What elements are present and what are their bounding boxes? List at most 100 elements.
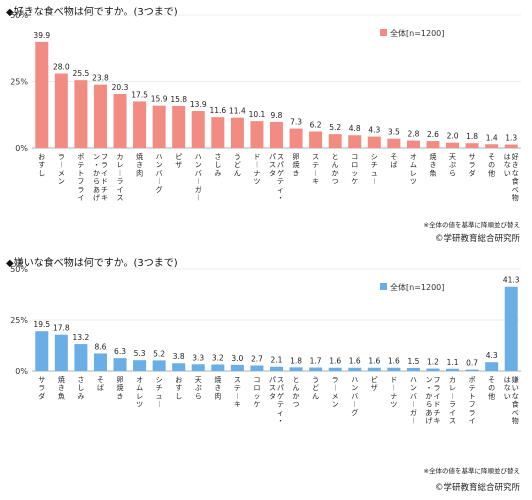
bar — [406, 367, 420, 371]
legend-swatch — [380, 283, 387, 290]
data-label: 3.0 — [231, 354, 243, 363]
svg-text:ス: ス — [312, 153, 319, 161]
x-category-label: ラ︱メンラーメン — [332, 376, 339, 409]
data-label: 39.9 — [33, 31, 50, 40]
x-category-label: シチュ︱シチュー — [371, 153, 378, 186]
bar — [35, 41, 49, 149]
svg-text:︱: ︱ — [312, 169, 319, 177]
svg-text:・: ・ — [93, 161, 100, 169]
bar — [406, 140, 420, 148]
svg-text:キ: キ — [312, 178, 319, 186]
svg-text:ン: ン — [351, 384, 358, 392]
data-label: 20.3 — [112, 83, 129, 92]
data-label: 3.8 — [173, 352, 185, 361]
x-category-label: 嫌いな食べ物はない嫌いな食べ物はない — [504, 375, 519, 425]
bar — [309, 131, 323, 148]
bar — [250, 365, 264, 371]
svg-text:ダ: ダ — [469, 168, 476, 177]
x-category-label: うどんうどん — [234, 153, 241, 177]
svg-text:他: 他 — [488, 168, 495, 177]
bar — [504, 144, 518, 148]
svg-text:き: き — [293, 169, 300, 177]
svg-text:き: き — [429, 161, 436, 169]
svg-text:︱: ︱ — [253, 161, 260, 169]
svg-text:ィ: ィ — [277, 409, 284, 417]
bar — [387, 367, 401, 371]
bar — [191, 111, 205, 148]
svg-text:卵: 卵 — [117, 375, 124, 384]
data-label: 5.2 — [329, 123, 341, 132]
chart-note: ※全体の値を基準に降順並び替え — [423, 467, 520, 475]
svg-text:ラ: ラ — [58, 153, 65, 161]
data-label: 13.9 — [190, 100, 207, 109]
svg-text:パ: パ — [269, 376, 276, 384]
svg-text:︱: ︱ — [390, 384, 397, 392]
svg-text:フ: フ — [77, 178, 84, 186]
svg-text:チ: チ — [101, 186, 108, 194]
svg-text:ラ: ラ — [38, 384, 45, 392]
svg-text:べ: べ — [512, 186, 519, 194]
svg-text:ス: ス — [277, 376, 284, 384]
bar — [328, 367, 342, 371]
bar — [172, 363, 186, 371]
data-label: 1.6 — [329, 357, 341, 366]
svg-text:き: き — [58, 384, 65, 392]
svg-text:タ: タ — [269, 168, 276, 177]
svg-text:な: な — [512, 392, 519, 400]
svg-text:ム: ム — [410, 161, 417, 169]
svg-text:ラ: ラ — [101, 161, 108, 169]
svg-text:レ: レ — [449, 384, 456, 392]
svg-text:か: か — [93, 169, 100, 177]
svg-text:ナ: ナ — [253, 169, 260, 177]
svg-text:お: お — [175, 376, 182, 384]
data-label: 41.3 — [503, 276, 520, 285]
svg-text:き: き — [512, 161, 519, 169]
x-category-label: ハンバ︱グハンバーグ — [351, 376, 358, 417]
svg-text:レ: レ — [136, 392, 143, 400]
data-label: 1.7 — [310, 357, 322, 366]
svg-text:嫌: 嫌 — [512, 375, 519, 384]
svg-text:ス: ス — [277, 153, 284, 161]
svg-text:し: し — [175, 392, 182, 400]
x-category-label: 焼き魚焼き魚 — [58, 375, 65, 400]
svg-text:︱: ︱ — [156, 401, 163, 409]
svg-text:サ: サ — [469, 153, 476, 161]
svg-text:ツ: ツ — [390, 401, 397, 409]
y-tick-label: 0% — [15, 367, 28, 376]
svg-text:あ: あ — [93, 186, 100, 194]
svg-text:焼: 焼 — [117, 383, 124, 392]
data-label: 15.8 — [170, 95, 187, 104]
svg-text:ロ: ロ — [253, 384, 260, 392]
svg-text:ド: ド — [433, 401, 440, 409]
svg-text:ら: ら — [93, 178, 100, 186]
svg-text:ス: ス — [449, 417, 456, 425]
svg-text:ら: ら — [425, 401, 432, 409]
x-category-label: ハンバ︱ガ︱ハンバーガー — [410, 376, 417, 425]
svg-text:か: か — [332, 169, 339, 177]
svg-text:イ: イ — [469, 417, 476, 425]
data-label: 17.8 — [53, 324, 70, 333]
y-tick-label: 25% — [10, 78, 28, 87]
svg-text:バ: バ — [351, 392, 358, 400]
svg-text:グ: グ — [156, 185, 163, 194]
svg-text:︱: ︱ — [156, 178, 163, 186]
svg-text:ッ: ッ — [351, 169, 358, 177]
bar — [172, 105, 186, 148]
chart-svg: 50% 25% 0% 全体[n=1200] 19.5 サラダサラダ 17.8 焼き魚焼き魚 13… — [10, 265, 521, 425]
svg-text:コ: コ — [253, 376, 260, 384]
svg-text:好: 好 — [512, 152, 519, 161]
bar — [54, 73, 68, 148]
bar — [289, 367, 303, 371]
svg-text:・: ・ — [277, 194, 284, 202]
data-label: 7.3 — [290, 118, 302, 127]
bar — [35, 331, 49, 371]
svg-text:ト: ト — [77, 169, 84, 177]
data-label: 2.1 — [271, 356, 283, 365]
data-label: 1.2 — [427, 358, 439, 367]
svg-text:き: き — [136, 161, 143, 169]
x-category-label: 焼き魚焼き魚 — [429, 152, 436, 177]
svg-text:ュ: ュ — [371, 169, 378, 177]
bar — [446, 142, 460, 148]
bar — [93, 84, 107, 148]
svg-text:の: の — [488, 161, 495, 169]
